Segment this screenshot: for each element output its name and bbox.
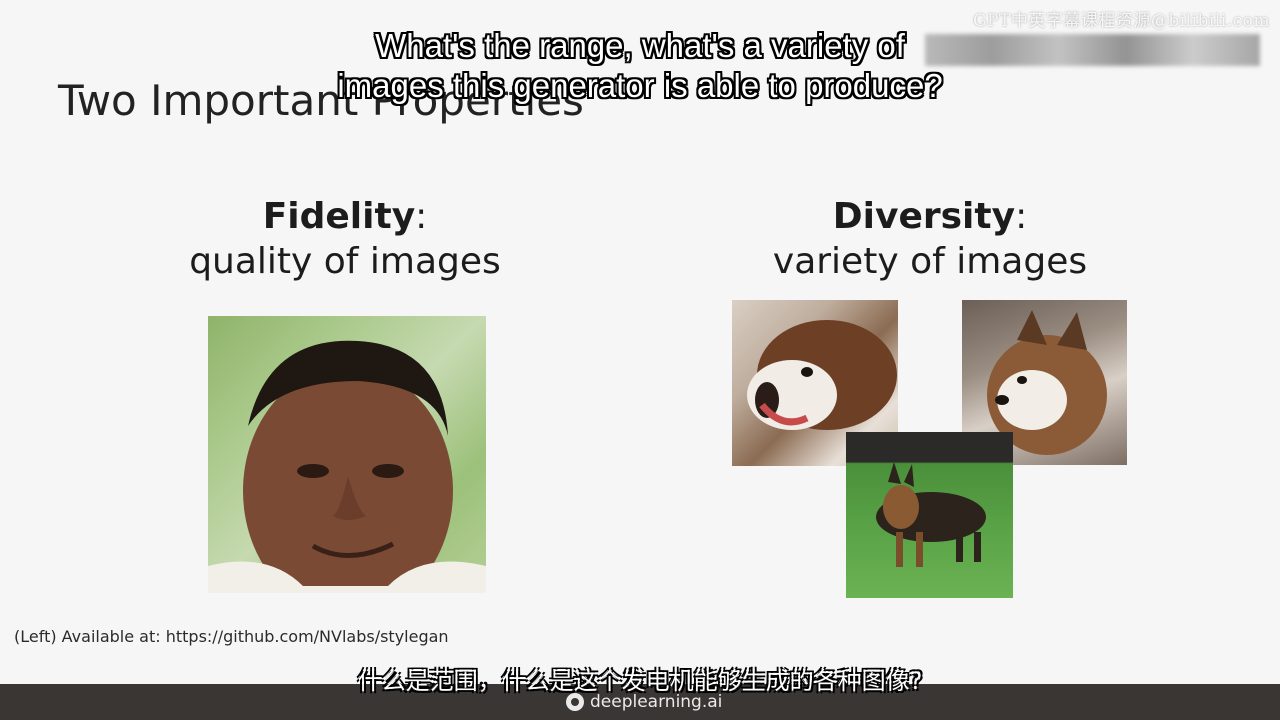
fidelity-subtitle: quality of images: [189, 241, 501, 282]
generated-face-photo: [208, 316, 486, 593]
diversity-subtitle: variety of images: [772, 241, 1088, 282]
dog-illustration-1: [747, 320, 897, 430]
diversity-heading: Diversity: variety of images: [740, 196, 1120, 282]
fidelity-colon: :: [415, 196, 428, 237]
chinese-subtitle: 什么是范围，什么是这个发电机能够生成的各种图像?: [357, 667, 923, 695]
dog-image-sheltie: [962, 300, 1127, 465]
dog-image-saint-bernard: [732, 300, 898, 466]
image-credit: (Left) Available at: https://github.com/…: [14, 627, 449, 646]
english-subtitle: What's the range, what's a variety of im…: [0, 26, 1280, 106]
dog-image-german-shepherd: [846, 432, 1013, 598]
dog-illustration-3: [876, 462, 986, 567]
fidelity-title: Fidelity: [262, 196, 416, 237]
slide-title: Two Important Properties: [58, 76, 584, 125]
bilibili-watermark: GPT中英字幕课程资源@bilibili.com: [972, 11, 1270, 31]
diversity-title: Diversity: [832, 196, 1016, 237]
fidelity-heading: Fidelity: quality of images: [170, 196, 520, 282]
brand-name: deeplearning.ai: [590, 692, 723, 712]
face-illustration: [208, 340, 486, 593]
deeplearning-logo-icon: [566, 693, 584, 711]
dog-illustration-2: [987, 310, 1107, 455]
blurred-watermark-area: [925, 34, 1260, 66]
english-subtitle-line-1: What's the range, what's a variety of: [375, 27, 905, 64]
diversity-colon: :: [1015, 196, 1028, 237]
brand: deeplearning.ai: [566, 690, 722, 714]
footer-bar: [0, 684, 1280, 720]
english-subtitle-line-2: images this generator is able to produce…: [337, 67, 943, 104]
